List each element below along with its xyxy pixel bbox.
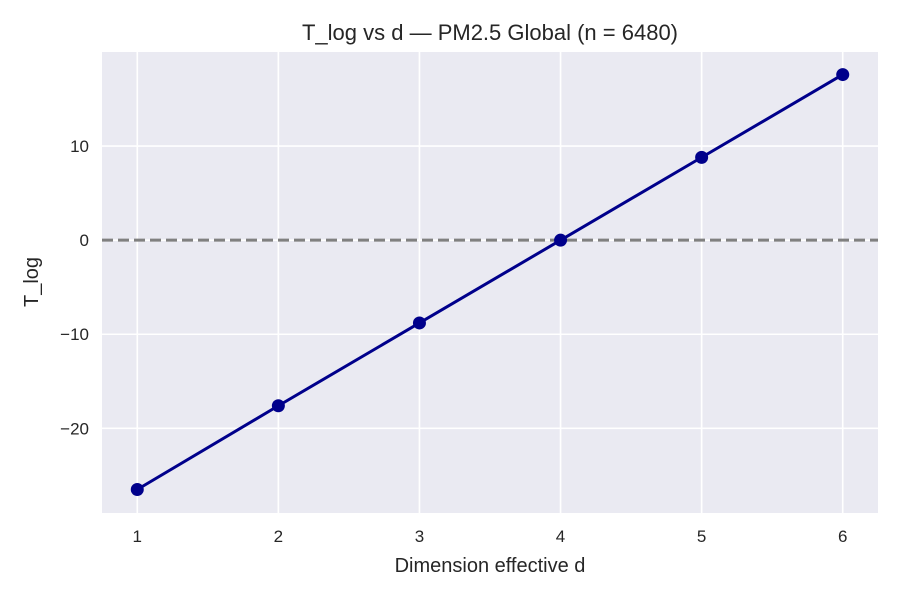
data-point-d5 (695, 150, 709, 164)
x-tick-label-4: 4 (556, 527, 565, 546)
x-tick-labels: 1 2 3 4 5 6 (133, 527, 848, 546)
data-point-d6 (836, 68, 850, 82)
y-tick-label-0: −20 (60, 419, 89, 438)
x-tick-label-3: 3 (415, 527, 424, 546)
data-point-d1 (130, 482, 144, 496)
data-point-d4 (554, 233, 568, 247)
y-tick-label-2: 0 (80, 231, 89, 250)
x-tick-label-6: 6 (838, 527, 847, 546)
chart-title: T_log vs d — PM2.5 Global (n = 6480) (302, 20, 678, 45)
y-tick-label-3: 10 (70, 137, 89, 156)
x-axis-label: Dimension effective d (395, 555, 586, 577)
y-tick-labels: −20 −10 0 10 (60, 137, 89, 438)
data-point-d3 (412, 316, 426, 330)
x-tick-label-5: 5 (697, 527, 706, 546)
x-tick-label-1: 1 (133, 527, 142, 546)
data-point-d2 (271, 399, 285, 413)
y-axis-label: T_log (21, 257, 43, 307)
y-tick-label-1: −10 (60, 325, 89, 344)
series-line (136, 73, 844, 491)
series-group (130, 68, 850, 496)
x-tick-label-2: 2 (274, 527, 283, 546)
